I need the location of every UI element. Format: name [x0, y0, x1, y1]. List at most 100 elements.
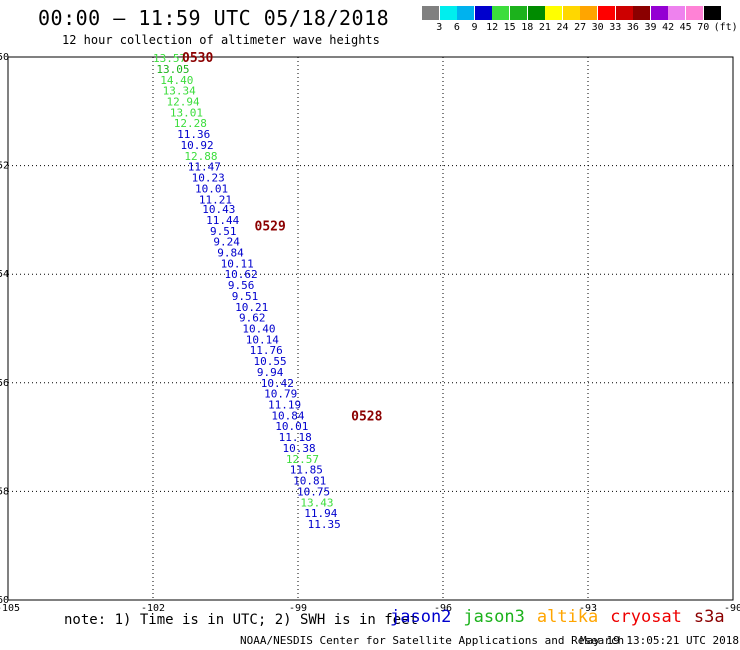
scale-label: 27: [574, 22, 587, 33]
x-tick-label: -99: [289, 603, 307, 614]
x-tick-label: -93: [579, 603, 597, 614]
wave-height-value: 13.01: [170, 106, 203, 119]
wave-height-value: 11.85: [290, 464, 323, 477]
wave-height-value: 10.38: [283, 442, 316, 455]
wave-height-value: 12.88: [184, 150, 217, 163]
y-tick-label: -52: [0, 161, 9, 172]
page-title: 00:00 – 11:59 UTC 05/18/2018: [38, 6, 390, 30]
scale-label: 42: [662, 22, 675, 33]
scale-swatch: [492, 6, 510, 20]
wave-height-value: 10.92: [181, 139, 214, 152]
wave-height-value: 9.56: [228, 279, 255, 292]
chart-subtitle: 12 hour collection of altimeter wave hei…: [62, 33, 380, 47]
scale-swatch: [474, 6, 492, 20]
x-tick-label: -102: [141, 603, 165, 614]
scale-swatch: [580, 6, 598, 20]
wave-height-value: 10.01: [275, 420, 308, 433]
time-label: 0529: [255, 219, 286, 234]
wave-height-value: 11.19: [268, 399, 301, 412]
wave-height-value: 11.44: [206, 214, 239, 227]
y-tick-label: -56: [0, 378, 9, 389]
wave-height-value: 11.35: [308, 518, 341, 531]
time-label: 0528: [351, 409, 382, 424]
y-tick-label: -54: [0, 269, 9, 280]
wave-height-value: 10.01: [195, 182, 228, 195]
scale-swatch: [633, 6, 651, 20]
wave-height-value: 10.11: [221, 257, 254, 270]
satellite-legend-item: cryosat: [610, 607, 682, 627]
scale-swatch: [527, 6, 545, 20]
scale-swatch: [545, 6, 563, 20]
x-tick-label: -105: [0, 603, 20, 614]
wave-height-value: 10.81: [293, 475, 326, 488]
scale-swatch: [457, 6, 475, 20]
wave-height-value: 9.51: [232, 290, 258, 303]
wave-height-value: 13.43: [300, 496, 333, 509]
y-tick-label: -60: [0, 595, 9, 606]
generation-timestamp: May 19 13:05:21 UTC 2018: [580, 634, 739, 647]
wave-height-value: 11.18: [279, 431, 312, 444]
footnote: note: 1) Time is in UTC; 2) SWH is in fe…: [64, 612, 419, 628]
wave-height-value: 9.62: [239, 312, 265, 325]
scale-swatch: [650, 6, 668, 20]
wave-height-value: 10.21: [235, 301, 268, 314]
wave-height-value: 9.24: [213, 236, 240, 249]
scale-label: 6: [453, 22, 460, 33]
wave-height-value: 14.40: [160, 74, 193, 87]
scale-swatch: [668, 6, 686, 20]
satellite-legend-item: jason3: [463, 607, 525, 627]
scale-label: 39: [644, 22, 657, 33]
wave-height-value: 10.23: [192, 172, 225, 185]
plot-frame: [7, 56, 734, 601]
wave-height-value: 11.21: [199, 193, 232, 206]
scale-swatch: [562, 6, 580, 20]
wave-height-value: 13.57: [153, 52, 186, 65]
scale-label: 9: [471, 22, 478, 33]
satellite-legend: jason2 jason3 altika cryosat s3a: [390, 607, 737, 627]
scale-label: 12: [486, 22, 499, 33]
wave-height-value: 11.47: [188, 161, 221, 174]
scale-label: 45: [679, 22, 692, 33]
wave-height-value: 10.42: [261, 377, 294, 390]
credit-line: NOAA/NESDIS Center for Satellite Applica…: [240, 634, 625, 647]
scale-swatch: [439, 6, 457, 20]
wave-height-value: 9.94: [257, 366, 284, 379]
x-tick-label: -90: [724, 603, 740, 614]
scale-label: 18: [521, 22, 534, 33]
wave-height-value: 10.14: [246, 333, 279, 346]
satellite-legend-item: jason2: [390, 607, 452, 627]
wave-height-value: 11.94: [304, 507, 337, 520]
scale-label: 30: [591, 22, 604, 33]
wave-height-value: 11.36: [177, 128, 210, 141]
satellite-legend-item: altika: [536, 607, 599, 627]
time-label: 0530: [182, 51, 213, 66]
wave-height-value: 10.55: [254, 355, 287, 368]
wave-height-value: 13.05: [156, 63, 189, 76]
wave-height-value: 10.40: [242, 323, 275, 336]
wave-height-value: 12.28: [174, 117, 207, 130]
scale-label: 24: [556, 22, 569, 33]
scale-swatch: [422, 6, 439, 20]
wave-height-value: 13.34: [163, 85, 196, 98]
scale-label: 15: [503, 22, 516, 33]
wave-height-value: 9.51: [210, 225, 237, 238]
scale-swatch: [615, 6, 633, 20]
scale-label: 3: [436, 22, 443, 33]
wave-height-value: 10.79: [264, 388, 297, 401]
satellite-legend-item: s3a: [693, 607, 725, 627]
scale-label: 70: [697, 22, 710, 33]
scale-swatch: [598, 6, 615, 20]
x-tick-label: -96: [434, 603, 452, 614]
scale-swatch: [703, 6, 721, 20]
wave-height-value: 10.75: [297, 485, 330, 498]
scale-label: 33: [609, 22, 622, 33]
scale-swatch: [510, 6, 527, 20]
wave-height-value: 12.94: [167, 96, 200, 109]
y-tick-label: -58: [0, 486, 9, 497]
wave-height-value: 10.84: [271, 409, 304, 422]
scale-swatch: [686, 6, 703, 20]
wave-height-value: 12.57: [286, 453, 319, 466]
scale-label: 36: [626, 22, 639, 33]
wave-height-value: 10.43: [202, 203, 235, 216]
